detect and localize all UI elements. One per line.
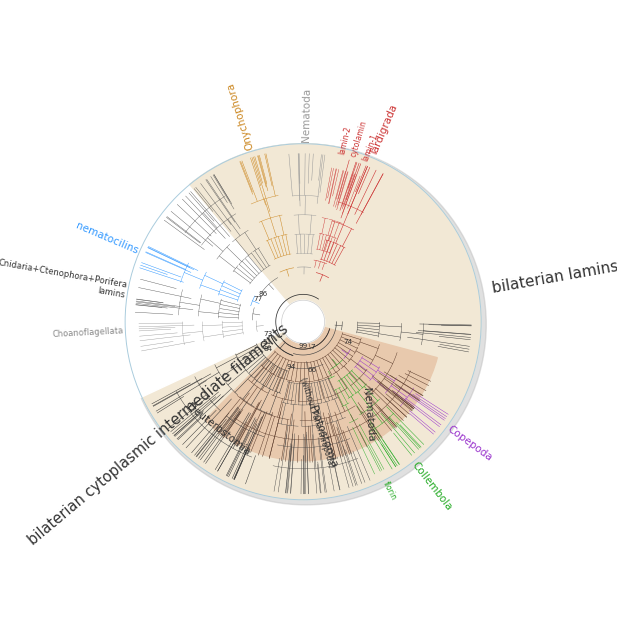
Text: 99: 99 <box>299 343 308 349</box>
Text: 77: 77 <box>253 296 262 302</box>
Text: Onychophora: Onychophora <box>225 81 255 151</box>
Circle shape <box>125 144 481 500</box>
Text: Tardigrada: Tardigrada <box>369 104 400 158</box>
Text: lamin-1: lamin-1 <box>361 132 379 163</box>
Text: 86: 86 <box>259 291 268 297</box>
Text: 51: 51 <box>263 339 272 346</box>
Text: florin: florin <box>381 480 398 502</box>
Text: Copepoda: Copepoda <box>446 423 494 463</box>
Circle shape <box>281 300 325 343</box>
Text: 84: 84 <box>263 346 272 352</box>
Text: 74: 74 <box>343 339 352 345</box>
Text: 66: 66 <box>307 367 317 373</box>
Wedge shape <box>205 321 437 461</box>
Text: 7: 7 <box>310 344 315 350</box>
Text: nematocilins: nematocilins <box>74 221 139 256</box>
Text: lamin-2: lamin-2 <box>337 125 353 155</box>
Text: cytolamin: cytolamin <box>349 120 369 159</box>
Text: Protostomia: Protostomia <box>307 404 339 470</box>
Wedge shape <box>142 144 481 500</box>
Text: Cnidaria+Ctenophora+Porifera
lamins: Cnidaria+Ctenophora+Porifera lamins <box>0 258 128 300</box>
Text: Collembola: Collembola <box>410 460 454 513</box>
Text: Nematoda: Nematoda <box>301 88 312 142</box>
Text: 94: 94 <box>286 364 296 370</box>
Text: bilaterian lamins: bilaterian lamins <box>491 259 617 296</box>
Text: Nematoda: Nematoda <box>361 387 376 442</box>
Text: 73: 73 <box>263 331 273 337</box>
Text: (without Panarthropoda): (without Panarthropoda) <box>299 376 336 469</box>
Circle shape <box>125 144 486 505</box>
Text: Deuterostomia: Deuterostomia <box>185 402 252 457</box>
Wedge shape <box>117 180 303 400</box>
Text: Choanoflagellata: Choanoflagellata <box>52 326 123 339</box>
Text: bilaterian cytoplasmic intermediate filaments: bilaterian cytoplasmic intermediate fila… <box>25 322 291 549</box>
